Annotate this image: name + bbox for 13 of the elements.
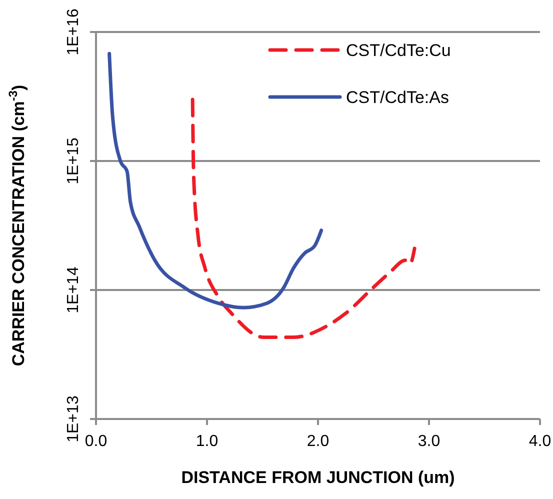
x-axis-title: DISTANCE FROM JUNCTION (um): [181, 468, 455, 487]
line-series: [108, 52, 324, 310]
y-tick-label: 1E+13: [65, 396, 82, 442]
y-tick-label: 1E+16: [65, 8, 82, 56]
y-tick-label: 1E+14: [65, 266, 82, 314]
x-tick-label: 3.0: [418, 433, 440, 450]
legend-label: CST/CdTe:As: [346, 88, 449, 107]
y-tick-label: 1E+15: [65, 138, 82, 184]
x-tick-label: 1.0: [196, 433, 218, 450]
x-tick-label: 4.0: [528, 433, 552, 450]
legend-label: CST/CdTe:Cu: [346, 41, 451, 60]
x-tick-label: 0.0: [84, 433, 108, 450]
x-tick-label: 2.0: [306, 433, 330, 450]
